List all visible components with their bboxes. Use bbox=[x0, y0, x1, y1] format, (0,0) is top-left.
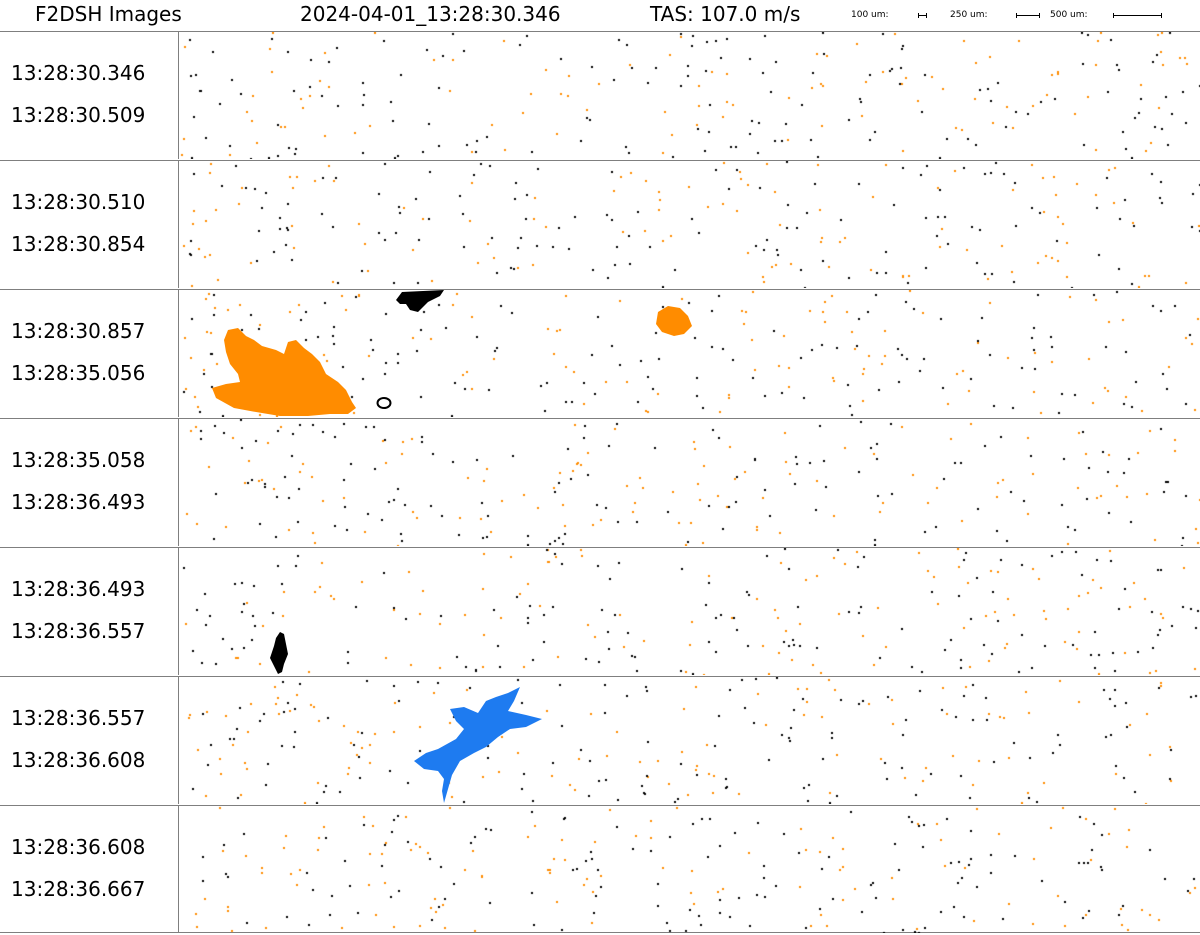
particle-image-strips: 13:28:30.346 13:28:30.509 13:28:30.510 1… bbox=[0, 31, 1200, 935]
noise-speckles bbox=[180, 677, 1200, 804]
time-range: 13:28:36.493 13:28:36.557 bbox=[0, 548, 179, 675]
image-strip: 13:28:35.058 13:28:36.493 bbox=[0, 418, 1200, 546]
strip-end-time: 13:28:36.667 bbox=[11, 877, 146, 901]
noise-speckles bbox=[180, 806, 1200, 933]
particle-image-area bbox=[180, 32, 1200, 159]
image-strip: 13:28:30.346 13:28:30.509 bbox=[0, 31, 1200, 159]
noise-speckles bbox=[180, 290, 1200, 417]
time-range: 13:28:30.857 13:28:35.056 bbox=[0, 290, 179, 417]
strip-end-time: 13:28:35.056 bbox=[11, 361, 146, 385]
strip-start-time: 13:28:35.058 bbox=[11, 448, 146, 472]
time-range: 13:28:30.510 13:28:30.854 bbox=[0, 161, 179, 288]
orange-blob-particle bbox=[656, 306, 692, 336]
image-strip: 13:28:36.557 13:28:36.608 bbox=[0, 676, 1200, 804]
black-fragment-particle bbox=[396, 290, 444, 312]
time-range: 13:28:36.608 13:28:36.667 bbox=[0, 806, 179, 932]
particle-shapes bbox=[270, 632, 288, 674]
particle-image-area bbox=[180, 548, 1200, 675]
image-header: F2DSH Images 2024-04-01_13:28:30.346 TAS… bbox=[0, 0, 1200, 31]
time-range: 13:28:36.557 13:28:36.608 bbox=[0, 677, 179, 804]
scale-100um-bar bbox=[918, 13, 927, 18]
strip-start-time: 13:28:30.510 bbox=[11, 190, 146, 214]
time-range: 13:28:35.058 13:28:36.493 bbox=[0, 419, 179, 546]
particle-image-area bbox=[180, 161, 1200, 288]
particle-image-area bbox=[180, 806, 1200, 933]
scale-500um-label: 500 um: bbox=[1050, 10, 1088, 20]
small-ring-particle bbox=[376, 397, 392, 409]
strip-start-time: 13:28:36.608 bbox=[11, 835, 146, 859]
strip-start-time: 13:28:30.346 bbox=[11, 61, 146, 85]
strip-start-time: 13:28:36.557 bbox=[11, 706, 146, 730]
noise-speckles bbox=[180, 548, 1200, 675]
image-strip: 13:28:36.493 13:28:36.557 bbox=[0, 547, 1200, 675]
strip-end-time: 13:28:30.854 bbox=[11, 232, 146, 256]
noise-speckles bbox=[180, 419, 1200, 546]
image-strip: 13:28:36.608 13:28:36.667 bbox=[0, 805, 1200, 933]
page-title: F2DSH Images bbox=[35, 2, 182, 26]
strip-end-time: 13:28:36.557 bbox=[11, 619, 146, 643]
scale-500um-bar bbox=[1113, 13, 1162, 18]
particle-image-area bbox=[180, 290, 1200, 417]
noise-speckles bbox=[180, 161, 1200, 288]
strip-start-time: 13:28:36.493 bbox=[11, 577, 146, 601]
true-airspeed-label: TAS: 107.0 m/s bbox=[650, 2, 801, 26]
timestamp-label: 2024-04-01_13:28:30.346 bbox=[300, 2, 561, 26]
strip-end-time: 13:28:30.509 bbox=[11, 103, 146, 127]
particle-shapes bbox=[414, 687, 542, 803]
image-strip: 13:28:30.510 13:28:30.854 bbox=[0, 160, 1200, 288]
dendrite-orange-particle bbox=[212, 328, 356, 416]
particle-image-area bbox=[180, 419, 1200, 546]
scale-100um-label: 100 um: bbox=[851, 10, 889, 20]
particle-shapes bbox=[212, 290, 692, 416]
strip-end-time: 13:28:36.493 bbox=[11, 490, 146, 514]
strip-end-time: 13:28:36.608 bbox=[11, 748, 146, 772]
blue-dendrite-particle bbox=[414, 687, 542, 803]
scale-250um-label: 250 um: bbox=[950, 10, 988, 20]
noise-speckles bbox=[180, 32, 1200, 159]
time-range: 13:28:30.346 13:28:30.509 bbox=[0, 32, 179, 159]
black-column-particle bbox=[270, 632, 288, 674]
scale-250um-bar bbox=[1016, 13, 1040, 18]
particle-image-area bbox=[180, 677, 1200, 804]
strip-start-time: 13:28:30.857 bbox=[11, 319, 146, 343]
image-strip: 13:28:30.857 13:28:35.056 bbox=[0, 289, 1200, 417]
